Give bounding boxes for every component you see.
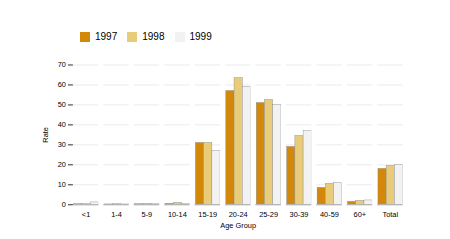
svg-text:5-9: 5-9 — [142, 210, 153, 219]
svg-text:15-19: 15-19 — [198, 210, 217, 219]
svg-text:50: 50 — [58, 100, 66, 109]
svg-text:1-4: 1-4 — [111, 210, 122, 219]
svg-text:0: 0 — [62, 200, 66, 209]
svg-text:70: 70 — [58, 60, 66, 69]
svg-text:Rate: Rate — [41, 127, 50, 143]
svg-text:20-24: 20-24 — [229, 210, 248, 219]
svg-text:10-14: 10-14 — [168, 210, 187, 219]
html-text:1999: 1999 — [189, 31, 212, 42]
svg-text:30-39: 30-39 — [290, 210, 309, 219]
svg-text:20: 20 — [58, 160, 66, 169]
html-text:1998: 1998 — [142, 31, 165, 42]
svg-text:25-29: 25-29 — [259, 210, 278, 219]
svg-text:Total: Total — [382, 210, 398, 219]
svg-text:60: 60 — [58, 80, 66, 89]
svg-text:10: 10 — [58, 180, 66, 189]
svg-text:Age Group: Age Group — [220, 221, 256, 230]
svg-text:30: 30 — [58, 140, 66, 149]
svg-text:40: 40 — [58, 120, 66, 129]
svg-text:60+: 60+ — [354, 210, 367, 219]
html-text:1997: 1997 — [95, 31, 118, 42]
svg-text:<1: <1 — [82, 210, 90, 219]
svg-text:40-59: 40-59 — [320, 210, 339, 219]
